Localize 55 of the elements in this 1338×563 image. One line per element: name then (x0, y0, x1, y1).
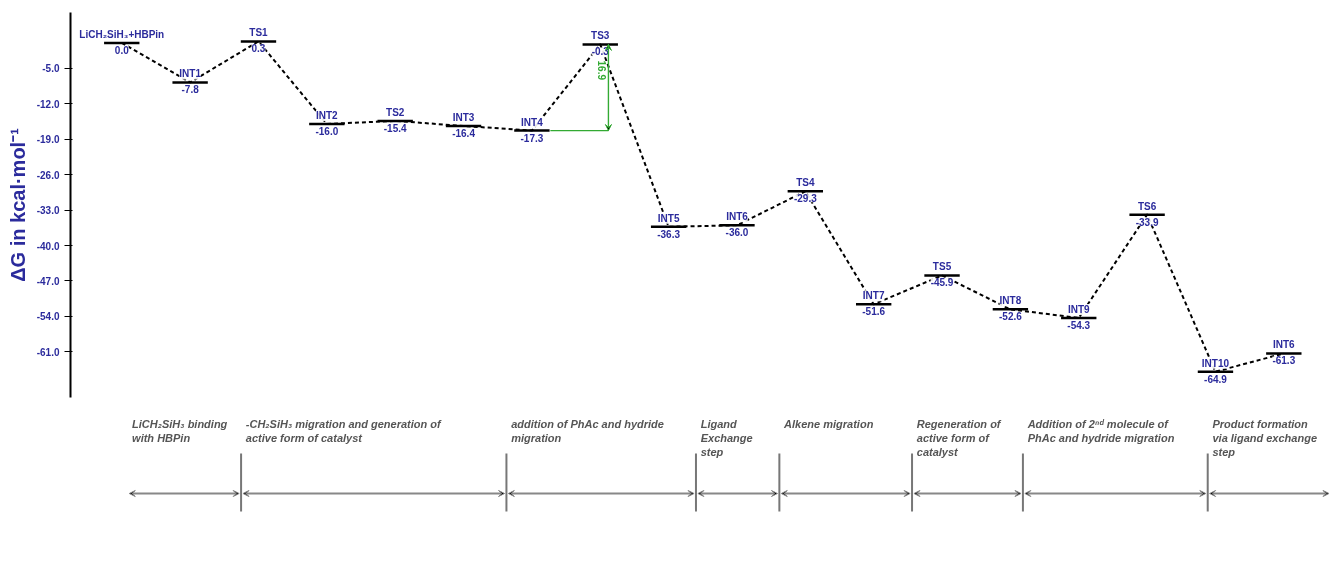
x-tick-label: TS4 (796, 177, 815, 189)
y-tick-label: -12.0 (36, 98, 60, 110)
y-tick-label: -61.0 (36, 346, 60, 358)
text: Product formation via ligand exchange step (1212, 417, 1318, 459)
data-label: -33.9 (1135, 216, 1159, 228)
text: Addition of 2ⁿᵈ molecule of PhAc and hydride migration (1026, 417, 1175, 444)
data-label: -45.9 (930, 277, 954, 289)
x-tick-label: INT8 (999, 295, 1022, 307)
data-label: -51.6 (862, 306, 886, 318)
data-label: -36.3 (657, 228, 681, 240)
data-label: -17.3 (520, 132, 544, 144)
x-tick-label: INT4 (521, 116, 544, 128)
text: Ligand Exchange step (700, 417, 753, 459)
data-label: -16.0 (315, 125, 339, 137)
data-label: 0.0 (114, 44, 130, 56)
x-tick-label: INT5 (657, 212, 680, 224)
y-tick-label: -33.0 (36, 205, 60, 217)
y-tick-label: -40.0 (36, 240, 60, 252)
data-label: 0.3 (251, 43, 266, 55)
y-tick-label: -54.0 (36, 311, 60, 323)
x-tick-label: INT7 (862, 290, 885, 302)
y-tick-label: -5.0 (42, 63, 60, 75)
x-tick-label: INT6 (726, 211, 749, 223)
data-label: -64.9 (1204, 373, 1228, 385)
data-label: -61.3 (1272, 355, 1296, 367)
x-tick-label: INT3 (452, 111, 475, 123)
text: Alkene migration (783, 417, 874, 430)
x-tick-label: INT10 (1201, 357, 1230, 369)
data-label: -0.3 (591, 46, 610, 58)
x-tick-label: TS1 (249, 27, 269, 39)
data-label: -54.3 (1067, 319, 1091, 331)
text: addition of PhAc and hydride migration (511, 417, 664, 444)
x-tick-label: INT9 (1067, 303, 1091, 315)
x-tick-label: LiCH₂SiH₃+HBPin (79, 28, 165, 40)
data-label: -52.6 (999, 311, 1023, 323)
y-axis-title: ΔG in kcal·mol⁻¹ (6, 127, 29, 282)
x-tick-label: TS2 (386, 106, 405, 118)
x-tick-label: INT1 (179, 68, 202, 80)
x-tick-label: TS5 (932, 261, 952, 273)
data-label: -36.0 (725, 227, 749, 239)
y-tick-label: -26.0 (36, 169, 60, 181)
data-label: -29.3 (793, 193, 818, 205)
data-label: -7.8 (181, 84, 200, 96)
data-label: -16.4 (452, 127, 476, 139)
x-tick-label: INT2 (316, 109, 339, 121)
x-tick-label: TS3 (591, 30, 610, 42)
y-tick-label: -47.0 (36, 275, 60, 287)
text: Regeneration of active form of catalyst (916, 417, 1002, 459)
y-tick-label: -19.0 (36, 134, 60, 146)
text: -CH₂SiH₃ migration and generation of active form of catalyst (245, 417, 443, 444)
text: LiCH₂SiH₃ binding with HBPin (132, 417, 228, 444)
x-tick-label: INT6 (1272, 339, 1296, 351)
x-tick-label: TS6 (1137, 200, 1157, 212)
data-label: -15.4 (383, 122, 408, 134)
annotation: 16.9 (595, 60, 607, 81)
